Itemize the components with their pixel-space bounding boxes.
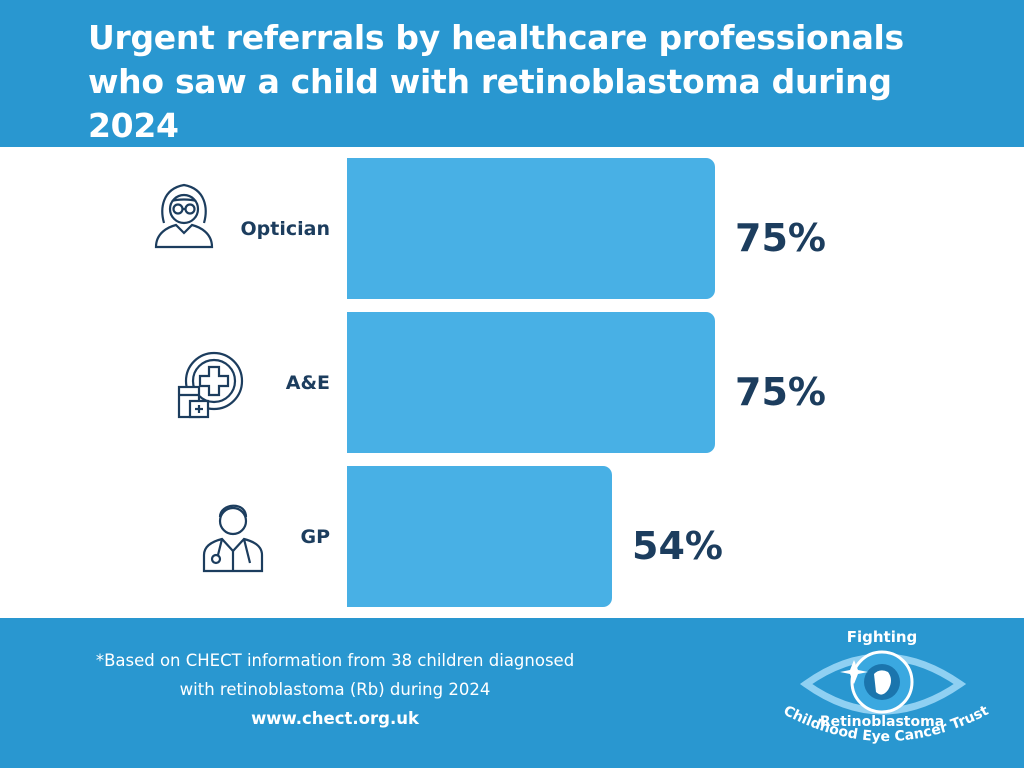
bar <box>347 466 612 607</box>
value-label: 54% <box>632 524 723 568</box>
chect-logo: Fighting Retinoblastoma Childhood Eye Ca… <box>781 628 992 745</box>
value-label: 75% <box>735 216 826 260</box>
logo-middle-text: Retinoblastoma <box>820 714 944 730</box>
footnote-line-2: with retinoblastoma (Rb) during 2024 <box>179 680 491 699</box>
bar <box>347 312 715 453</box>
bar <box>347 158 715 299</box>
hospital-icon <box>177 351 244 419</box>
website-link[interactable]: www.chect.org.uk <box>251 709 419 728</box>
logo-top-text: Fighting <box>847 628 918 646</box>
bar-chart: Optician A&E GP 75% 75% 54% <box>0 147 1024 618</box>
category-label: A&E <box>285 372 330 394</box>
category-label: Optician <box>240 218 330 240</box>
header-band: Urgent referrals by healthcare professio… <box>0 0 1024 147</box>
footnote: *Based on CHECT information from 38 chil… <box>40 646 630 733</box>
optician-icon <box>154 183 214 249</box>
footnote-line-1: *Based on CHECT information from 38 chil… <box>95 651 575 670</box>
doctor-icon <box>202 504 264 573</box>
chart-title: Urgent referrals by healthcare professio… <box>88 18 904 145</box>
value-label: 75% <box>735 370 826 414</box>
category-label: GP <box>300 526 330 548</box>
